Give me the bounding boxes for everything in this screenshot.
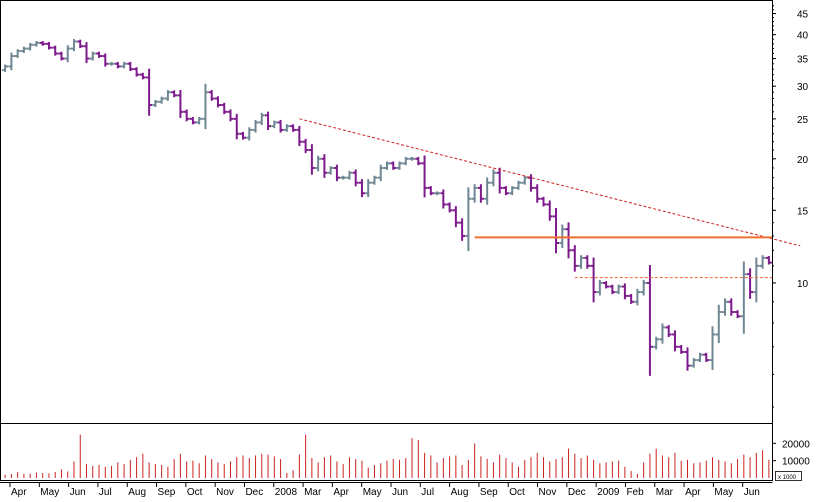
time-tick-label: Apr: [11, 487, 27, 497]
volume-tick-label: 20000: [782, 439, 810, 450]
time-tick-label: Sep: [480, 487, 498, 497]
time-tick-label: Nov: [539, 487, 557, 497]
time-tick-label: Jun: [392, 487, 408, 497]
downtrend-line: [299, 118, 801, 247]
volume-axis: 10000 20000 x 1000: [772, 439, 810, 481]
price-tick-label: 15: [797, 206, 809, 217]
time-tick-label: Aug: [128, 487, 146, 497]
volume-unit-label: x 1000: [778, 475, 797, 481]
time-tick-label: Sep: [158, 487, 176, 497]
time-tick-label: May: [40, 487, 59, 497]
time-tick-label: 2008: [275, 487, 298, 497]
price-tick-label: 20: [797, 155, 809, 166]
time-tick-label: May: [714, 487, 733, 497]
time-tick-label: Dec: [245, 487, 263, 497]
time-tick-label: Nov: [216, 487, 234, 497]
chart-frame: [0, 0, 773, 483]
time-tick-label: Apr: [685, 487, 701, 497]
price-tick-label: 35: [797, 55, 809, 66]
annotation-lines: [299, 118, 801, 279]
time-tick-label: Feb: [626, 487, 644, 497]
time-tick-label: Mar: [304, 487, 322, 497]
price-axis: 10 15 20 25 30 35 40 45: [772, 5, 809, 408]
volume-tick-label: 10000: [782, 457, 810, 468]
time-axis: Apr May Jun Jul Aug Sep Oct Nov Dec 2008 Mar Apr May…: [9, 482, 760, 498]
time-tick-label: Apr: [333, 487, 349, 497]
time-tick-label: 2009: [597, 487, 620, 497]
price-tick-label: 30: [797, 82, 809, 93]
price-tick-label: 10: [797, 279, 809, 290]
time-tick-label: Jun: [744, 487, 760, 497]
time-tick-label: May: [363, 487, 382, 497]
time-tick-label: Jul: [421, 487, 434, 497]
time-tick-label: Mar: [656, 487, 674, 497]
volume-bars: [4, 434, 770, 478]
time-tick-label: Oct: [187, 487, 203, 497]
price-bars: [2, 39, 772, 376]
time-tick-label: Aug: [451, 487, 469, 497]
price-tick-label: 40: [797, 31, 809, 42]
time-tick-label: Jul: [99, 487, 112, 497]
volume-panel-frame: [0, 423, 773, 481]
time-tick-label: Dec: [568, 487, 586, 497]
time-tick-label: Jun: [70, 487, 86, 497]
volume-unit-box: [775, 471, 802, 481]
price-tick-label: 45: [797, 10, 809, 21]
time-tick-label: Oct: [509, 487, 525, 497]
price-tick-label: 25: [797, 115, 809, 126]
